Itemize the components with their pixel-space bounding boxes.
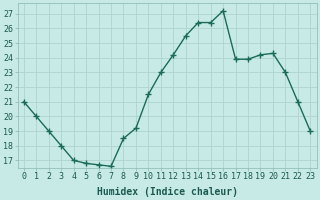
X-axis label: Humidex (Indice chaleur): Humidex (Indice chaleur) <box>97 186 237 197</box>
